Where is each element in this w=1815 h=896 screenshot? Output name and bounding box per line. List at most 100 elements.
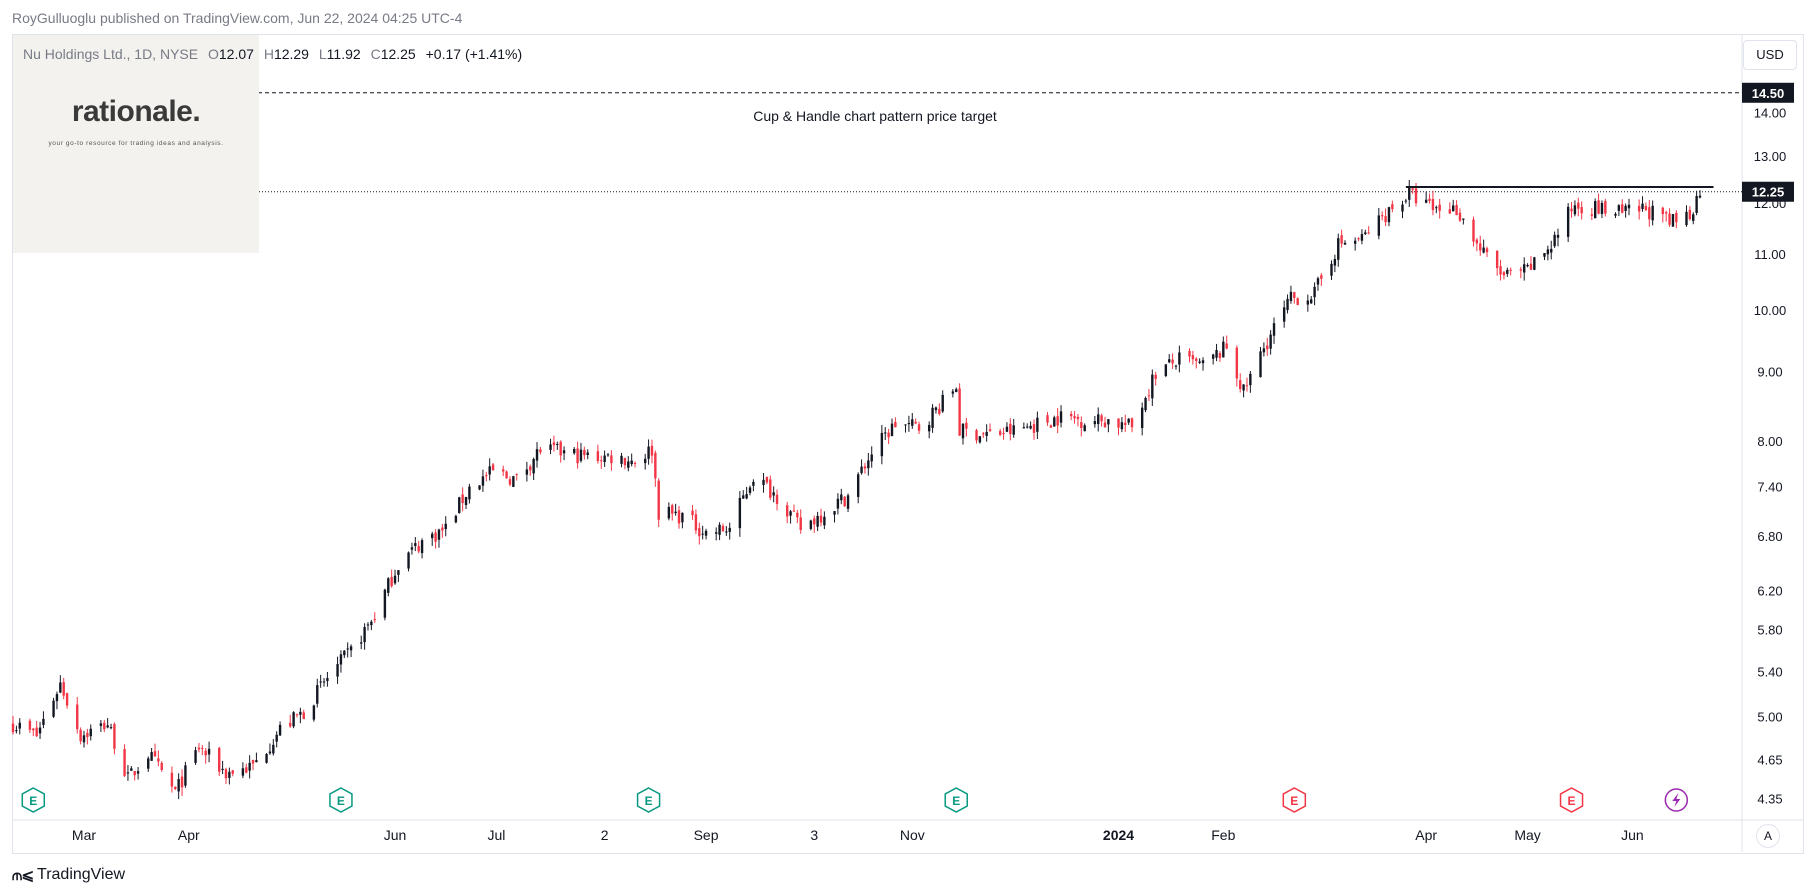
candle (481, 469, 485, 492)
currency-button[interactable]: USD (1743, 40, 1797, 70)
candle (1664, 210, 1668, 222)
price-tag (1742, 181, 1794, 202)
candle (1590, 207, 1594, 221)
candle (55, 691, 59, 710)
candle (82, 730, 86, 748)
candle (207, 741, 211, 763)
svg-text:E: E (337, 794, 345, 808)
candle (745, 486, 748, 500)
candle (843, 496, 846, 507)
candle (420, 538, 424, 559)
earnings-marker-icon[interactable]: E (329, 787, 353, 813)
candle (1293, 291, 1296, 304)
price-tag-label: 14.50 (1752, 86, 1785, 101)
candle (998, 428, 1002, 437)
candle (674, 503, 677, 516)
candle (583, 446, 586, 460)
candle (1127, 418, 1130, 425)
price-tag-label: 12.25 (1752, 185, 1785, 200)
candle (1671, 213, 1675, 228)
price-tick-label: 14.00 (1754, 105, 1787, 120)
candle (1621, 199, 1624, 214)
candle (390, 569, 393, 588)
candle (1249, 370, 1252, 393)
dividend-marker-icon[interactable] (1664, 788, 1689, 812)
candle (1523, 257, 1526, 281)
time-tick-label: Nov (900, 827, 925, 843)
candle (512, 475, 515, 488)
candle (762, 472, 765, 493)
candle (136, 767, 140, 780)
candle (32, 728, 35, 737)
candle (792, 504, 796, 512)
footer-brand[interactable]: TradingView (37, 866, 126, 883)
candle (18, 718, 21, 735)
candle (1164, 364, 1168, 378)
candle (941, 390, 944, 413)
time-tick-label: Feb (1211, 827, 1235, 843)
watermark-logo: rationale. your go-to resource for tradi… (13, 35, 259, 253)
candle (698, 522, 701, 545)
candle (772, 486, 775, 503)
candle (1340, 229, 1343, 248)
footer: ⫙⩽ TradingView (12, 866, 125, 884)
candle (1401, 200, 1404, 219)
candle (86, 728, 89, 745)
symbol-name[interactable]: Nu Holdings Ltd., 1D, NYSE (23, 46, 199, 62)
candle (1093, 415, 1097, 428)
candle (1404, 198, 1408, 204)
candle (184, 761, 187, 788)
price-tick-label: 11.00 (1754, 247, 1786, 262)
candle (1029, 421, 1032, 430)
candle (1242, 384, 1245, 398)
candle (292, 711, 295, 729)
earnings-marker-icon[interactable]: E (1282, 787, 1307, 813)
candle (373, 612, 376, 624)
candle (485, 471, 488, 482)
candle (1353, 237, 1357, 251)
candle (1171, 353, 1174, 369)
candle (904, 424, 907, 433)
low-label: L (318, 46, 327, 62)
candle (1506, 267, 1509, 277)
candle (671, 503, 674, 521)
candle (985, 424, 988, 442)
candle (319, 674, 322, 688)
candle (1364, 229, 1367, 236)
earnings-marker-icon[interactable]: E (1559, 787, 1584, 813)
candle (982, 431, 985, 438)
candle (194, 746, 197, 765)
candle (775, 489, 779, 511)
logo-text: rationale. (71, 95, 201, 128)
candle (1553, 231, 1556, 248)
candle (1036, 411, 1039, 439)
candle (961, 423, 965, 445)
grid (13, 35, 1803, 852)
candle (860, 459, 863, 475)
chart-frame[interactable] (12, 34, 1804, 854)
candle (1198, 358, 1201, 364)
candle (1140, 402, 1144, 436)
candle (1337, 233, 1340, 267)
svg-text:E: E (29, 794, 37, 808)
candle (197, 742, 201, 753)
candle (769, 475, 772, 501)
earnings-marker-icon[interactable]: E (944, 787, 968, 813)
candle (1107, 418, 1110, 433)
candle (174, 786, 177, 791)
candle (846, 493, 850, 512)
price-tick-label: 6.80 (1757, 529, 1782, 544)
candle (1509, 267, 1512, 276)
time-tick-label: Jun (1621, 827, 1644, 843)
earnings-marker-icon[interactable]: E (21, 787, 46, 813)
candle (1424, 191, 1428, 204)
candle (927, 421, 931, 439)
candle (1100, 413, 1103, 427)
price-tick-label: 4.65 (1757, 752, 1782, 767)
candle (880, 424, 884, 465)
candle (289, 714, 292, 728)
candle (738, 491, 742, 537)
earnings-marker-icon[interactable]: E (636, 787, 661, 813)
auto-scale-button[interactable]: A (1756, 824, 1780, 848)
